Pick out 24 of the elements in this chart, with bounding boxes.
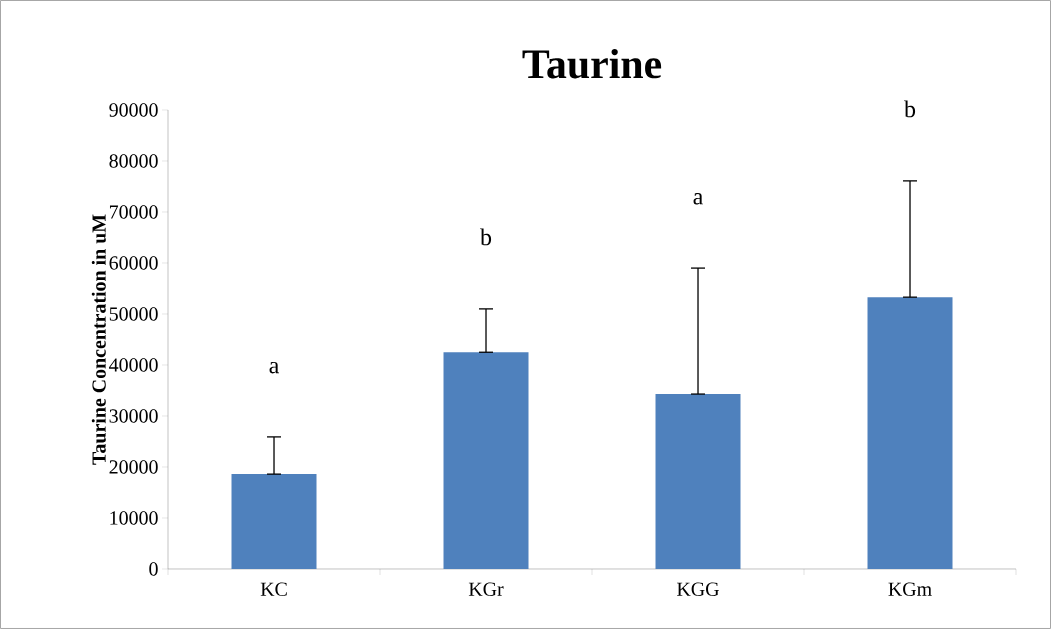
y-tick-label: 40000	[109, 358, 158, 372]
y-tick-label: 20000	[109, 460, 158, 474]
bar	[867, 297, 953, 569]
y-tick-label: 0	[149, 562, 158, 576]
x-tick-label: KGr	[468, 582, 504, 596]
y-tick-label: 50000	[109, 307, 158, 321]
chart-title: Taurine	[522, 48, 662, 79]
y-tick-label: 80000	[109, 154, 158, 168]
annotation: a	[693, 193, 703, 205]
bar	[443, 352, 529, 569]
y-tick-label: 90000	[109, 103, 158, 117]
x-tick-label: KC	[260, 582, 287, 596]
bar	[231, 474, 317, 569]
annotation: a	[269, 361, 279, 374]
annotation: b	[904, 100, 916, 118]
y-tick-label: 30000	[109, 409, 158, 423]
y-tick-label: 10000	[110, 511, 158, 525]
y-axis-title: Taurine Concentration in uM	[91, 214, 106, 465]
bar	[655, 394, 741, 569]
annotation: b	[480, 228, 492, 246]
x-tick-label: KGG	[677, 582, 719, 596]
y-tick-label: 60000	[109, 256, 158, 270]
x-tick-label: KGm	[888, 582, 932, 596]
y-tick-label: 70000	[109, 205, 158, 219]
